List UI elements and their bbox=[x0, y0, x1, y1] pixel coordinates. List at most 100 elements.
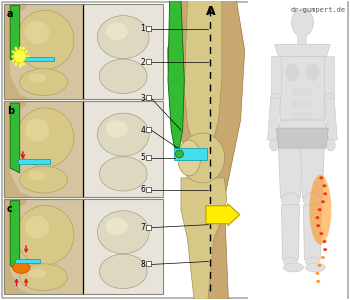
Bar bbox=[298, 34, 307, 46]
Text: 8: 8 bbox=[140, 260, 145, 269]
Ellipse shape bbox=[99, 254, 147, 289]
Ellipse shape bbox=[16, 206, 74, 265]
Bar bbox=[175, 148, 207, 160]
Ellipse shape bbox=[321, 200, 325, 203]
Ellipse shape bbox=[180, 133, 225, 183]
Ellipse shape bbox=[303, 193, 321, 207]
Ellipse shape bbox=[317, 208, 322, 211]
Bar bbox=[293, 112, 312, 120]
Ellipse shape bbox=[323, 248, 327, 251]
Polygon shape bbox=[324, 98, 337, 140]
Ellipse shape bbox=[323, 192, 327, 195]
Ellipse shape bbox=[306, 257, 319, 266]
Polygon shape bbox=[181, 178, 227, 299]
Bar bbox=[146, 26, 151, 31]
Text: dr-gumpert.de: dr-gumpert.de bbox=[291, 7, 346, 13]
Ellipse shape bbox=[316, 224, 320, 227]
Polygon shape bbox=[281, 205, 299, 260]
Ellipse shape bbox=[106, 120, 128, 137]
Ellipse shape bbox=[306, 63, 319, 81]
Bar bbox=[146, 225, 151, 230]
Text: 3: 3 bbox=[140, 94, 145, 103]
Ellipse shape bbox=[16, 108, 74, 167]
Ellipse shape bbox=[20, 166, 68, 193]
Polygon shape bbox=[267, 98, 280, 140]
Bar bbox=[15, 259, 41, 263]
Ellipse shape bbox=[28, 74, 46, 83]
Ellipse shape bbox=[321, 256, 325, 259]
Polygon shape bbox=[279, 56, 326, 120]
Bar bbox=[271, 56, 280, 96]
Bar bbox=[146, 155, 151, 160]
Ellipse shape bbox=[175, 150, 183, 158]
Bar bbox=[83, 4, 163, 99]
Ellipse shape bbox=[292, 9, 313, 37]
Polygon shape bbox=[276, 120, 328, 138]
Ellipse shape bbox=[281, 193, 299, 207]
Ellipse shape bbox=[28, 268, 46, 278]
Polygon shape bbox=[300, 148, 324, 198]
Ellipse shape bbox=[306, 263, 325, 272]
Ellipse shape bbox=[315, 216, 320, 219]
Ellipse shape bbox=[315, 272, 320, 275]
Bar bbox=[18, 159, 50, 164]
Text: 6: 6 bbox=[140, 185, 145, 194]
Ellipse shape bbox=[13, 50, 26, 63]
Ellipse shape bbox=[284, 263, 303, 272]
Ellipse shape bbox=[25, 21, 49, 44]
Polygon shape bbox=[10, 6, 20, 63]
Text: 4: 4 bbox=[140, 126, 145, 135]
Bar bbox=[324, 56, 334, 96]
Polygon shape bbox=[167, 1, 245, 299]
Bar bbox=[146, 262, 151, 266]
Text: b: b bbox=[7, 106, 14, 116]
Ellipse shape bbox=[326, 139, 335, 151]
Ellipse shape bbox=[322, 184, 327, 187]
Ellipse shape bbox=[319, 176, 323, 179]
Bar bbox=[83, 199, 163, 294]
FancyArrow shape bbox=[206, 204, 240, 226]
Ellipse shape bbox=[97, 211, 149, 254]
Polygon shape bbox=[4, 4, 32, 99]
Polygon shape bbox=[4, 101, 32, 197]
Ellipse shape bbox=[99, 157, 147, 191]
Ellipse shape bbox=[286, 63, 299, 81]
Bar bbox=[18, 57, 54, 62]
Text: 2: 2 bbox=[140, 58, 145, 67]
Bar bbox=[146, 127, 151, 132]
Polygon shape bbox=[274, 44, 330, 56]
Ellipse shape bbox=[28, 171, 46, 181]
Ellipse shape bbox=[178, 140, 201, 176]
Ellipse shape bbox=[271, 93, 280, 103]
Ellipse shape bbox=[25, 118, 49, 141]
Ellipse shape bbox=[270, 139, 279, 151]
Bar bbox=[4, 199, 163, 294]
Polygon shape bbox=[276, 128, 328, 148]
Polygon shape bbox=[184, 1, 222, 155]
Bar bbox=[4, 4, 163, 99]
Polygon shape bbox=[303, 205, 321, 260]
Polygon shape bbox=[279, 148, 302, 198]
Polygon shape bbox=[4, 199, 32, 294]
Bar bbox=[146, 187, 151, 192]
Text: A: A bbox=[205, 5, 215, 18]
Ellipse shape bbox=[97, 113, 149, 156]
Bar bbox=[4, 101, 163, 197]
Polygon shape bbox=[10, 103, 20, 173]
Ellipse shape bbox=[320, 232, 323, 235]
Text: c: c bbox=[7, 204, 13, 214]
Ellipse shape bbox=[324, 93, 334, 103]
Ellipse shape bbox=[97, 16, 149, 59]
Ellipse shape bbox=[106, 218, 128, 235]
Text: 7: 7 bbox=[140, 223, 145, 232]
Ellipse shape bbox=[16, 11, 74, 70]
Ellipse shape bbox=[284, 257, 298, 266]
Text: 1: 1 bbox=[140, 24, 145, 33]
Ellipse shape bbox=[309, 175, 331, 244]
Bar bbox=[146, 59, 151, 64]
Ellipse shape bbox=[25, 216, 49, 239]
Bar bbox=[248, 1, 347, 299]
Bar bbox=[293, 100, 312, 108]
Ellipse shape bbox=[20, 264, 68, 290]
Ellipse shape bbox=[317, 264, 322, 267]
